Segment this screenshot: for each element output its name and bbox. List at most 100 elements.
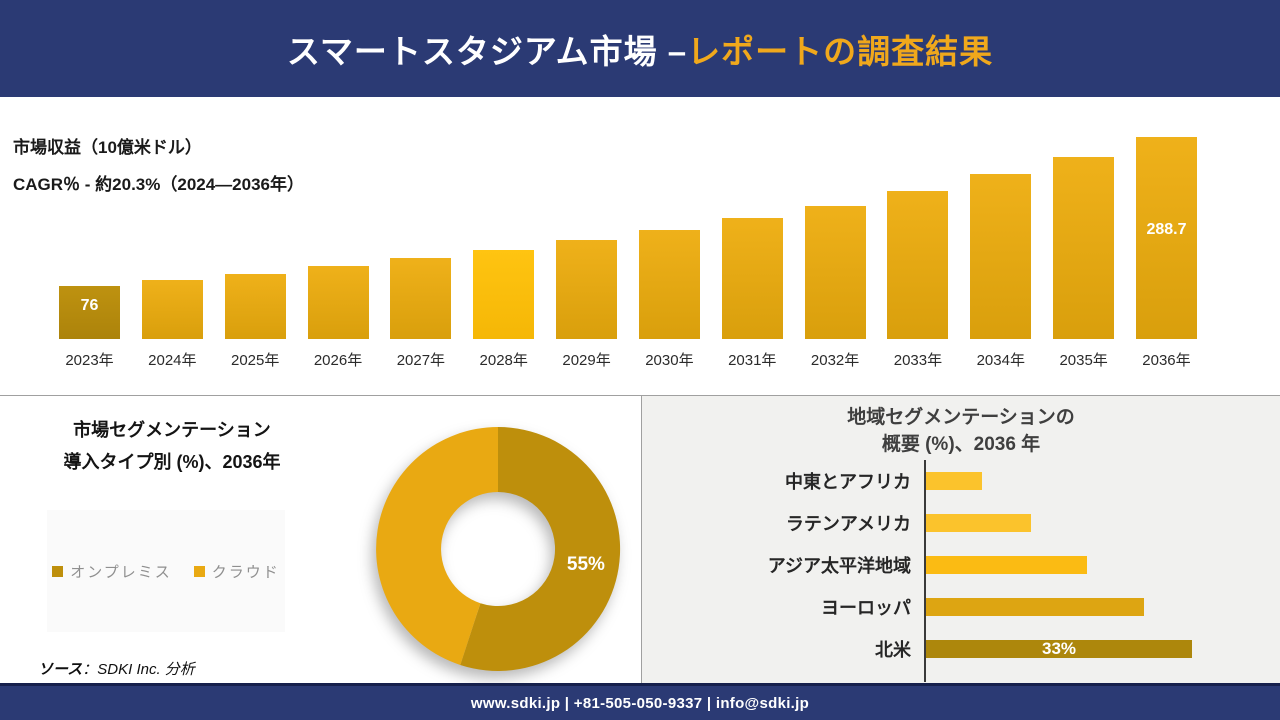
revenue-bar	[638, 230, 734, 347]
region-bar	[926, 598, 1144, 616]
revenue-bar-year: 2027年	[396, 352, 446, 369]
deployment-panel: 市場セグメンテーション 導入タイプ別 (%)、2036年 オンプレミス クラウド …	[0, 396, 641, 683]
region-bar	[926, 472, 982, 490]
bottom-section: 市場セグメンテーション 導入タイプ別 (%)、2036年 オンプレミス クラウド …	[0, 395, 1280, 683]
deployment-legend-box: オンプレミス クラウド	[47, 510, 285, 632]
legend-label: オンプレミス	[70, 563, 172, 581]
revenue-bar-year: 2032年	[810, 352, 860, 369]
region-bar-cell	[924, 544, 1280, 586]
region-bar-cell	[924, 460, 1280, 502]
page-title-gold: レポートの調査結果	[687, 32, 994, 70]
revenue-chart-title: 市場収益（10億米ドル）	[13, 138, 202, 157]
region-row: ヨーロッパ	[642, 586, 1280, 628]
revenue-bar-year: 2025年	[231, 352, 280, 369]
region-bar-value: 33%	[1041, 639, 1077, 658]
revenue-bar-group: 76 2023年	[59, 286, 154, 370]
revenue-bar	[141, 280, 237, 347]
footer-band: www.sdki.jp | +81-505-050-9337 | info@sd…	[0, 683, 1280, 720]
deployment-title: 市場セグメンテーション 導入タイプ別 (%)、2036年	[12, 414, 332, 478]
revenue-bar	[1053, 157, 1149, 347]
revenue-bar-chart: 76 2023年 2024年 2025年 2026年 2027年 2028年 2029年 203…	[59, 137, 1231, 370]
deployment-title-line2: 導入タイプ別 (%)、2036年	[63, 452, 281, 472]
page-title: スマートスタジアム市場 –レポートの調査結果	[287, 25, 993, 73]
revenue-bar	[804, 206, 900, 347]
revenue-bar	[307, 266, 403, 347]
revenue-bar-value: 288.7	[1146, 221, 1187, 238]
revenue-bar-year: 2031年	[728, 352, 777, 369]
legend-swatch-icon	[193, 565, 205, 577]
region-bar-chart: 中東とアフリカラテンアメリカアジア太平洋地域ヨーロッパ北米 33%	[642, 460, 1280, 682]
revenue-bar	[556, 240, 652, 347]
legend-item: クラウド	[193, 561, 280, 582]
revenue-bar-year: 2033年	[893, 352, 943, 369]
donut-value-label: 55%	[567, 554, 605, 575]
revenue-bar-group: 2033年	[887, 191, 983, 370]
region-bar	[926, 556, 1087, 574]
region-axis-tail	[642, 670, 1280, 682]
revenue-bar-year: 2035年	[1059, 352, 1108, 369]
region-title: 地域セグメンテーションの 概要 (%)、2036 年	[642, 404, 1280, 458]
region-label-spacer	[642, 670, 924, 682]
header-band: スマートスタジアム市場 –レポートの調査結果	[0, 0, 1280, 99]
revenue-bar	[970, 174, 1066, 347]
region-bar-cell: 33%	[924, 628, 1280, 670]
revenue-bar-group: 2030年	[638, 230, 734, 370]
revenue-bar-group: 2028年	[473, 250, 569, 370]
deployment-title-line1: 市場セグメンテーション	[73, 420, 271, 440]
revenue-bar-group: 2025年	[224, 274, 320, 370]
source-note: ソース：SDKI Inc. 分析	[38, 658, 195, 679]
revenue-bar-group: 2035年	[1053, 157, 1149, 370]
revenue-bar-group: 2027年	[390, 258, 486, 370]
revenue-bar: 288.7	[1135, 137, 1231, 347]
revenue-bar: 76	[59, 286, 154, 347]
revenue-bar-year: 2034年	[976, 352, 1025, 369]
revenue-bar-group: 2031年	[721, 218, 817, 370]
revenue-bar-group: 288.7 2036年	[1135, 137, 1231, 370]
revenue-bar	[473, 250, 569, 347]
region-bar-cell	[924, 586, 1280, 628]
donut-slice-cloud	[376, 427, 498, 665]
revenue-bar	[224, 274, 320, 347]
revenue-section: 市場収益（10億米ドル） CAGR％ - 約20.3%（2024―2036年） …	[0, 97, 1280, 395]
region-row: 北米 33%	[642, 628, 1280, 670]
revenue-bar-year: 2036年	[1142, 352, 1191, 369]
donut-svg: 55%	[376, 426, 621, 671]
region-row: ラテンアメリカ	[642, 502, 1280, 544]
source-note-text: ：SDKI Inc. 分析	[82, 661, 195, 678]
region-label: アジア太平洋地域	[767, 556, 911, 576]
region-title-line2: 概要 (%)、2036 年	[881, 434, 1041, 455]
region-row: 中東とアフリカ	[642, 460, 1280, 502]
legend-item: オンプレミス	[52, 561, 172, 582]
revenue-bar-year: 2023年	[65, 352, 114, 369]
region-panel: 地域セグメンテーションの 概要 (%)、2036 年 中東とアフリカラテンアメリ…	[641, 396, 1280, 683]
region-bar	[926, 514, 1031, 532]
revenue-bar-group: 2034年	[970, 174, 1066, 370]
revenue-bar-year: 2024年	[148, 352, 197, 369]
region-bar-cell	[924, 502, 1280, 544]
region-label: 中東とアフリカ	[785, 472, 911, 492]
revenue-bar-group: 2024年	[141, 280, 237, 370]
revenue-cagr-label: CAGR％ - 約20.3%（2024―2036年）	[13, 175, 305, 194]
legend-swatch-icon	[52, 565, 64, 577]
donut-slice-onpremise	[460, 426, 621, 671]
revenue-bar-year: 2028年	[479, 352, 528, 369]
region-row: アジア太平洋地域	[642, 544, 1280, 586]
revenue-bar	[721, 218, 817, 347]
footer-contact: www.sdki.jp | +81-505-050-9337 | info@sd…	[470, 694, 810, 712]
region-label: 北米	[875, 640, 911, 660]
revenue-bar-year: 2030年	[645, 352, 694, 369]
revenue-bar-group: 2026年	[307, 266, 403, 370]
source-note-prefix: ソース	[38, 661, 83, 678]
region-label: ヨーロッパ	[821, 598, 911, 618]
region-title-line1: 地域セグメンテーションの	[847, 407, 1075, 428]
revenue-bar-value: 76	[80, 297, 99, 314]
region-axis-line	[924, 670, 1280, 682]
deployment-donut-chart: 55%	[373, 424, 623, 674]
revenue-bar	[390, 258, 486, 347]
page-title-white: スマートスタジアム市場 –	[286, 32, 688, 70]
legend-label: クラウド	[211, 563, 280, 581]
revenue-bar-year: 2026年	[313, 352, 363, 369]
revenue-bar	[887, 191, 983, 347]
revenue-bar-year: 2029年	[562, 352, 611, 369]
